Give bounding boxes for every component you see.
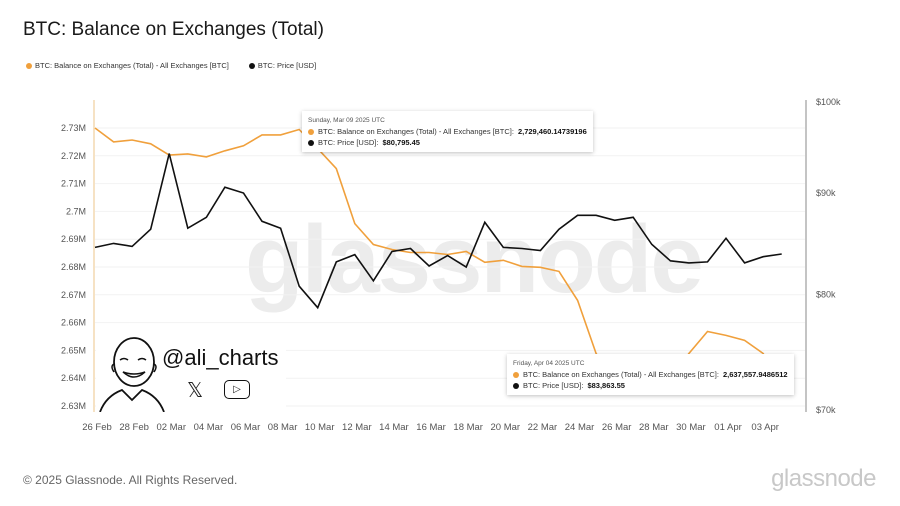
tooltip-date: Friday, Apr 04 2025 UTC bbox=[513, 360, 585, 367]
legend-item-price[interactable]: BTC: Price [USD] bbox=[248, 61, 317, 70]
x-tick: 04 Mar bbox=[194, 422, 224, 433]
legend-label-balance: BTC: Balance on Exchanges (Total) - All … bbox=[35, 61, 229, 70]
youtube-icon[interactable]: ▷ bbox=[224, 380, 250, 399]
x-tick: 26 Mar bbox=[602, 422, 632, 433]
tooltip-apr04: Friday, Apr 04 2025 UTC BTC: Balance on … bbox=[507, 354, 794, 395]
x-tick: 20 Mar bbox=[491, 422, 521, 433]
x-tick: 28 Mar bbox=[639, 422, 669, 433]
x-tick: 02 Mar bbox=[156, 422, 186, 433]
x-tick: 18 Mar bbox=[453, 422, 483, 433]
tooltip-price-value: $80,795.45 bbox=[382, 138, 420, 147]
y-left-tick: 2.64M bbox=[61, 373, 86, 383]
legend-label-price: BTC: Price [USD] bbox=[257, 61, 317, 70]
black-dot-icon bbox=[513, 382, 519, 389]
x-tick: 01 Apr bbox=[714, 422, 741, 433]
x-tick: 22 Mar bbox=[528, 422, 558, 433]
y-left-tick: 2.72M bbox=[61, 151, 86, 161]
x-tick: 28 Feb bbox=[119, 422, 149, 433]
tooltip-price-label: BTC: Price [USD]: bbox=[318, 138, 379, 147]
orange-dot-icon bbox=[308, 128, 314, 135]
x-tick: 06 Mar bbox=[231, 422, 261, 433]
y-left-tick: 2.71M bbox=[61, 179, 86, 189]
chart-title: BTC: Balance on Exchanges (Total) bbox=[23, 19, 324, 40]
x-tick: 08 Mar bbox=[268, 422, 298, 433]
x-tick: 12 Mar bbox=[342, 422, 372, 433]
legend: BTC: Balance on Exchanges (Total) - All … bbox=[26, 61, 316, 70]
y-left-tick: 2.7M bbox=[66, 206, 86, 216]
author-handle: @ali_charts bbox=[162, 345, 279, 370]
tooltip-balance-value: 2,729,460.14739196 bbox=[517, 127, 587, 136]
orange-dot-icon bbox=[513, 371, 519, 378]
y-left-tick: 2.73M bbox=[61, 123, 86, 133]
y-axis-right: $100k $90k $80k $70k bbox=[816, 97, 841, 415]
y-left-tick: 2.68M bbox=[61, 262, 86, 272]
price-line bbox=[94, 153, 782, 310]
tooltip-date: Sunday, Mar 09 2025 UTC bbox=[308, 117, 385, 124]
y-axis-left: 2.73M 2.72M 2.71M 2.7M 2.69M 2.68M 2.67M 2.66M 2… bbox=[61, 123, 86, 411]
gridlines bbox=[95, 127, 805, 407]
x-tick: 24 Mar bbox=[565, 422, 595, 433]
tooltip-price-value: $83,863.55 bbox=[587, 381, 625, 390]
avatar-sketch-icon bbox=[99, 337, 165, 413]
y-left-tick: 2.63M bbox=[61, 401, 86, 411]
orange-dot-icon bbox=[26, 62, 32, 69]
x-tick: 30 Mar bbox=[676, 422, 706, 433]
y-right-tick: $80k bbox=[816, 290, 836, 300]
x-tick: 03 Apr bbox=[751, 422, 778, 433]
x-axis: 26 Feb 28 Feb 02 Mar 04 Mar 06 Mar 08 Mar 10 M… bbox=[82, 422, 779, 433]
author-badge bbox=[96, 330, 286, 413]
glassnode-logo: glassnode bbox=[771, 465, 876, 492]
x-tick: 16 Mar bbox=[416, 422, 446, 433]
black-dot-icon bbox=[308, 139, 314, 146]
tooltip-balance-label: BTC: Balance on Exchanges (Total) - All … bbox=[523, 370, 719, 379]
x-tick: 14 Mar bbox=[379, 422, 409, 433]
y-right-tick: $100k bbox=[816, 97, 841, 107]
x-tick: 26 Feb bbox=[82, 422, 112, 433]
y-left-tick: 2.69M bbox=[61, 234, 86, 244]
tooltip-price-label: BTC: Price [USD]: bbox=[523, 381, 584, 390]
y-left-tick: 2.65M bbox=[61, 345, 86, 355]
x-tick: 10 Mar bbox=[305, 422, 335, 433]
legend-item-balance[interactable]: BTC: Balance on Exchanges (Total) - All … bbox=[26, 61, 229, 70]
black-dot-icon bbox=[248, 62, 255, 69]
tooltip-balance-value: 2,637,557.9486512 bbox=[722, 370, 788, 379]
tooltip-balance-label: BTC: Balance on Exchanges (Total) - All … bbox=[318, 127, 514, 136]
tooltip-mar09: Sunday, Mar 09 2025 UTC BTC: Balance on … bbox=[302, 111, 593, 152]
y-right-tick: $90k bbox=[816, 188, 836, 198]
y-right-tick: $70k bbox=[816, 405, 836, 415]
y-left-tick: 2.67M bbox=[61, 290, 86, 300]
copyright-text: © 2025 Glassnode. All Rights Reserved. bbox=[23, 473, 238, 487]
y-left-tick: 2.66M bbox=[61, 318, 86, 328]
x-logo-icon[interactable]: 𝕏 bbox=[187, 380, 204, 402]
